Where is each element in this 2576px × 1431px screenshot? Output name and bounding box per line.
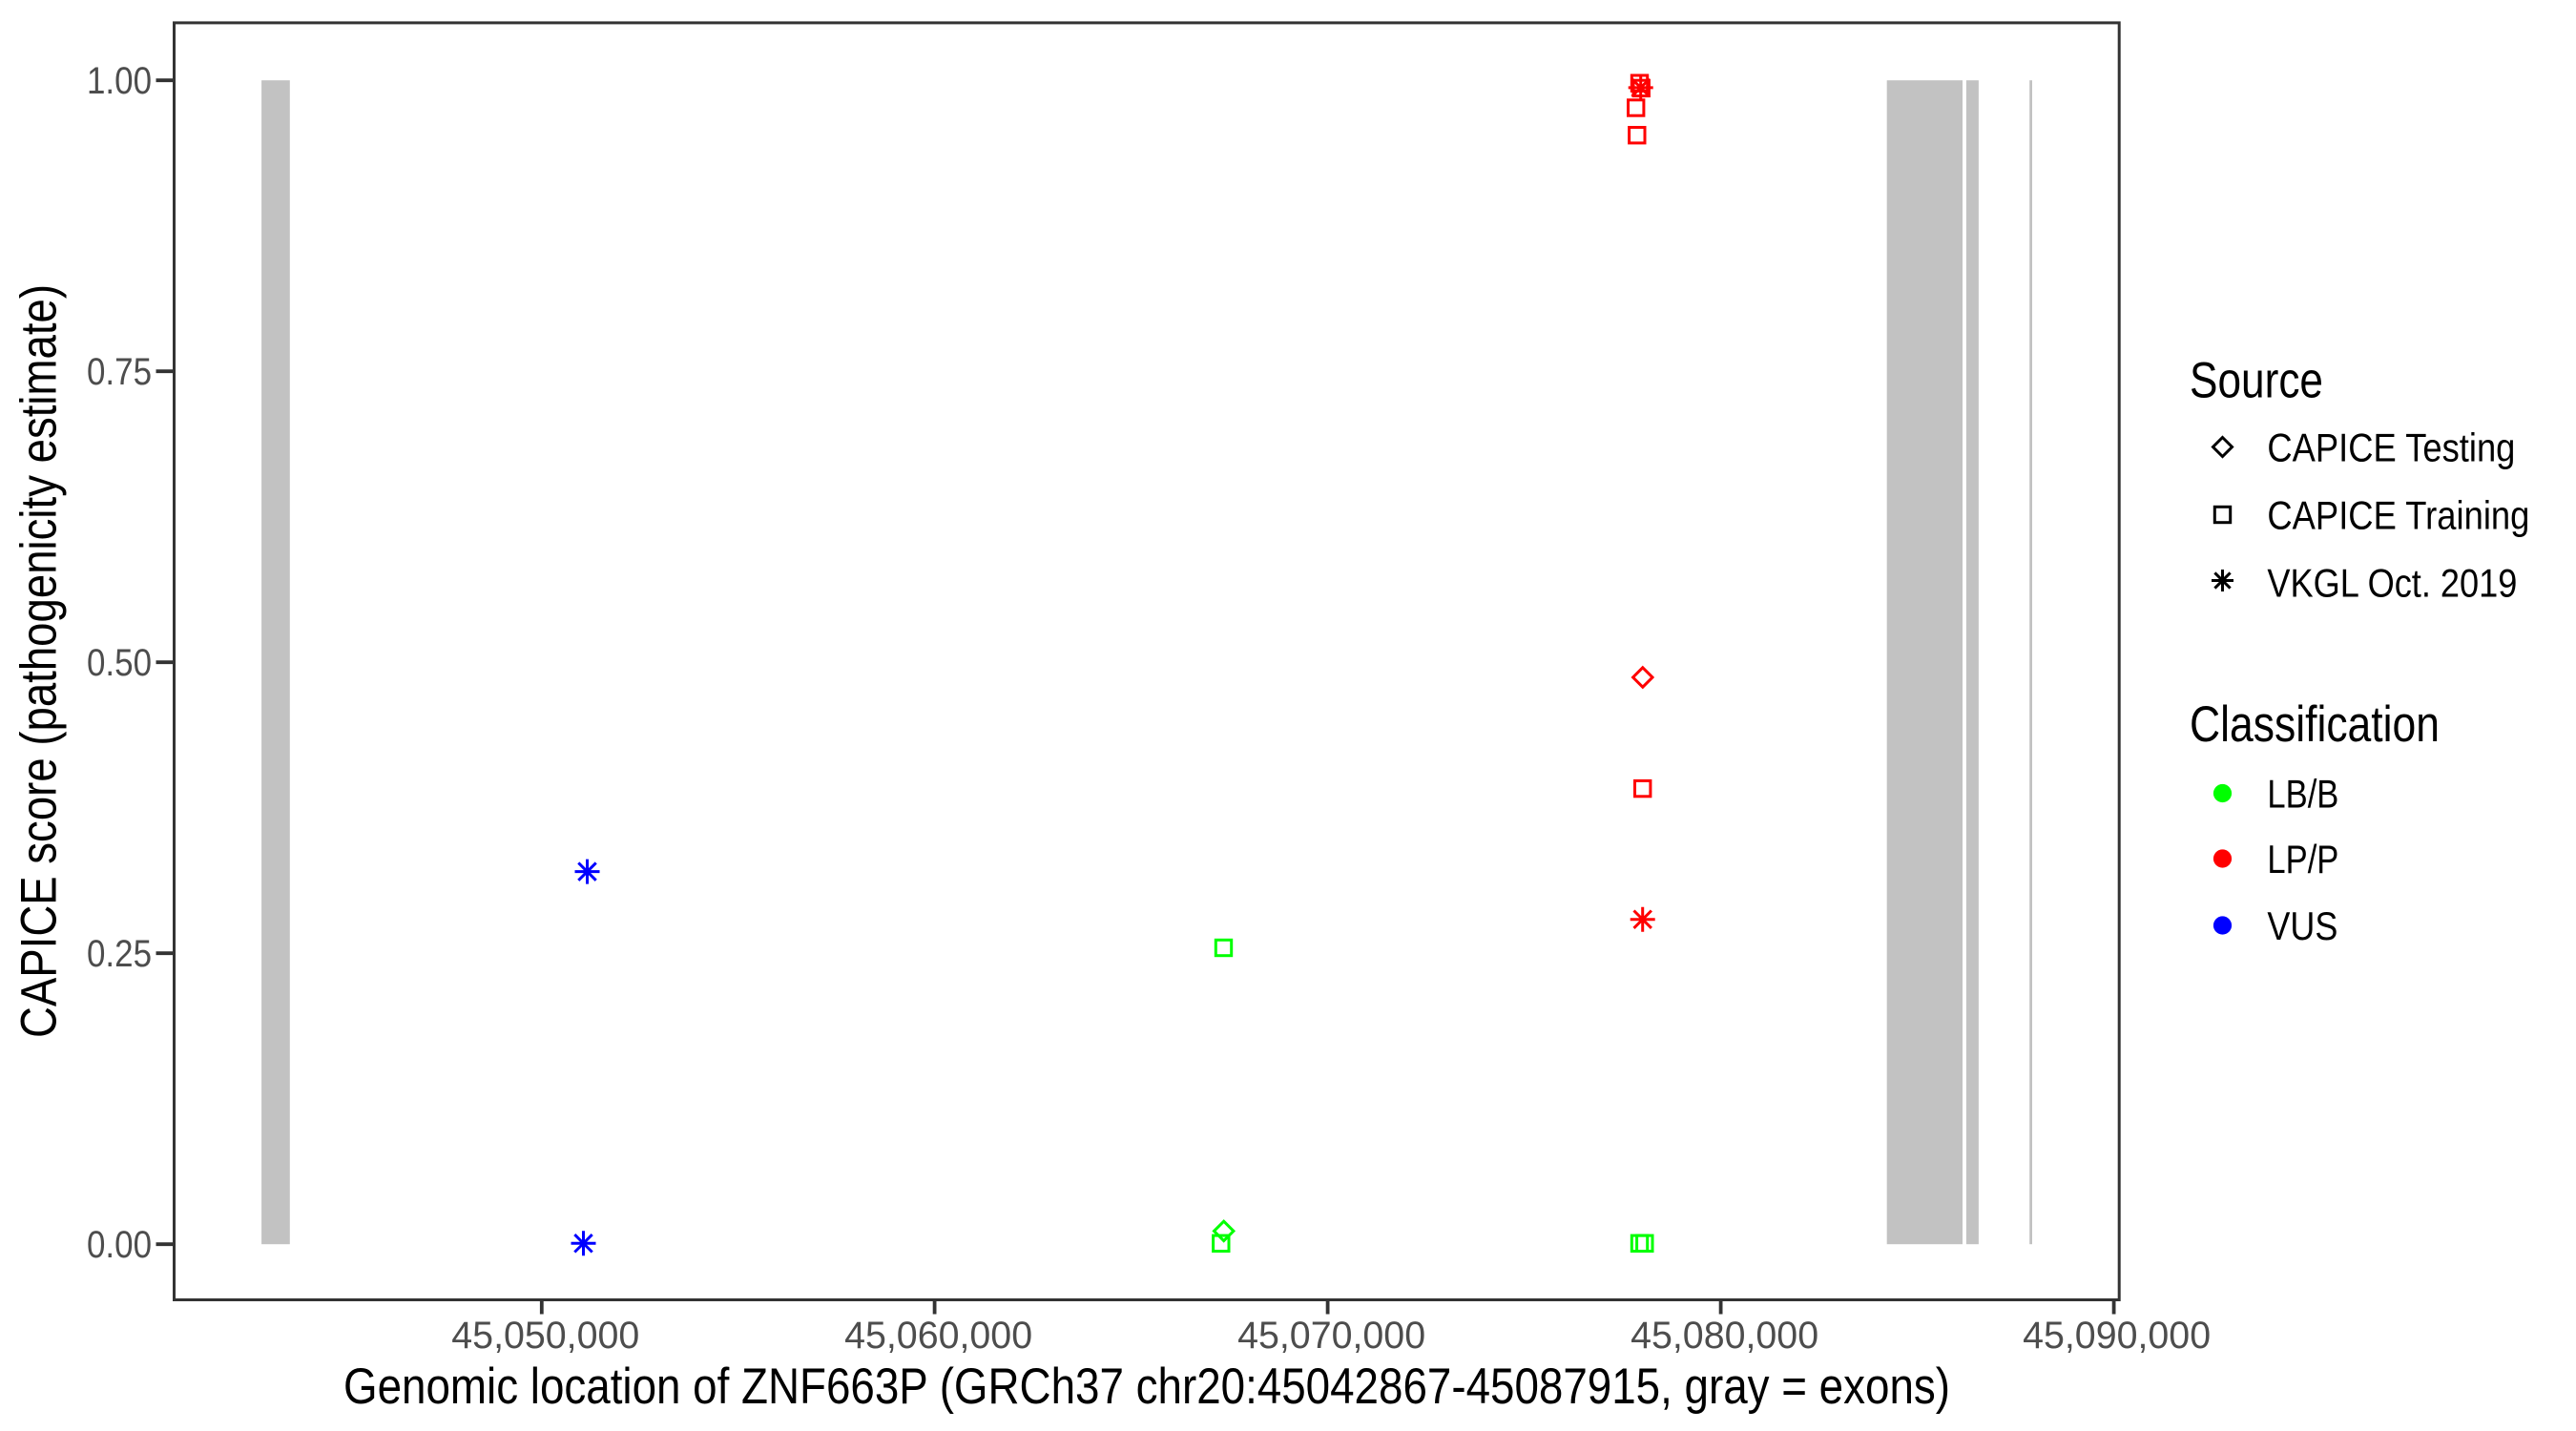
svg-text:VKGL Oct. 2019: VKGL Oct. 2019 — [2267, 561, 2517, 606]
svg-text:45,070,000: 45,070,000 — [1237, 1315, 1425, 1357]
svg-text:45,060,000: 45,060,000 — [844, 1315, 1032, 1357]
svg-text:0.50: 0.50 — [87, 642, 152, 684]
svg-text:LB/B: LB/B — [2267, 772, 2338, 817]
svg-text:Source: Source — [2190, 353, 2323, 409]
svg-text:1.00: 1.00 — [87, 60, 152, 102]
svg-text:VUS: VUS — [2267, 903, 2337, 948]
svg-text:45,090,000: 45,090,000 — [2023, 1315, 2211, 1357]
svg-text:CAPICE Testing: CAPICE Testing — [2267, 425, 2515, 470]
svg-text:Classification: Classification — [2190, 696, 2440, 753]
svg-text:45,080,000: 45,080,000 — [1631, 1315, 1818, 1357]
svg-text:LP/P: LP/P — [2267, 837, 2338, 881]
svg-text:0.75: 0.75 — [87, 351, 152, 393]
svg-text:CAPICE Training: CAPICE Training — [2267, 493, 2529, 538]
svg-text:Genomic location of ZNF663P (G: Genomic location of ZNF663P (GRCh37 chr2… — [343, 1358, 1950, 1415]
svg-text:0.25: 0.25 — [87, 933, 152, 975]
svg-text:CAPICE score (pathogenicity es: CAPICE score (pathogenicity estimate) — [11, 284, 68, 1038]
svg-text:0.00: 0.00 — [87, 1224, 152, 1266]
svg-text:45,050,000: 45,050,000 — [451, 1315, 639, 1357]
